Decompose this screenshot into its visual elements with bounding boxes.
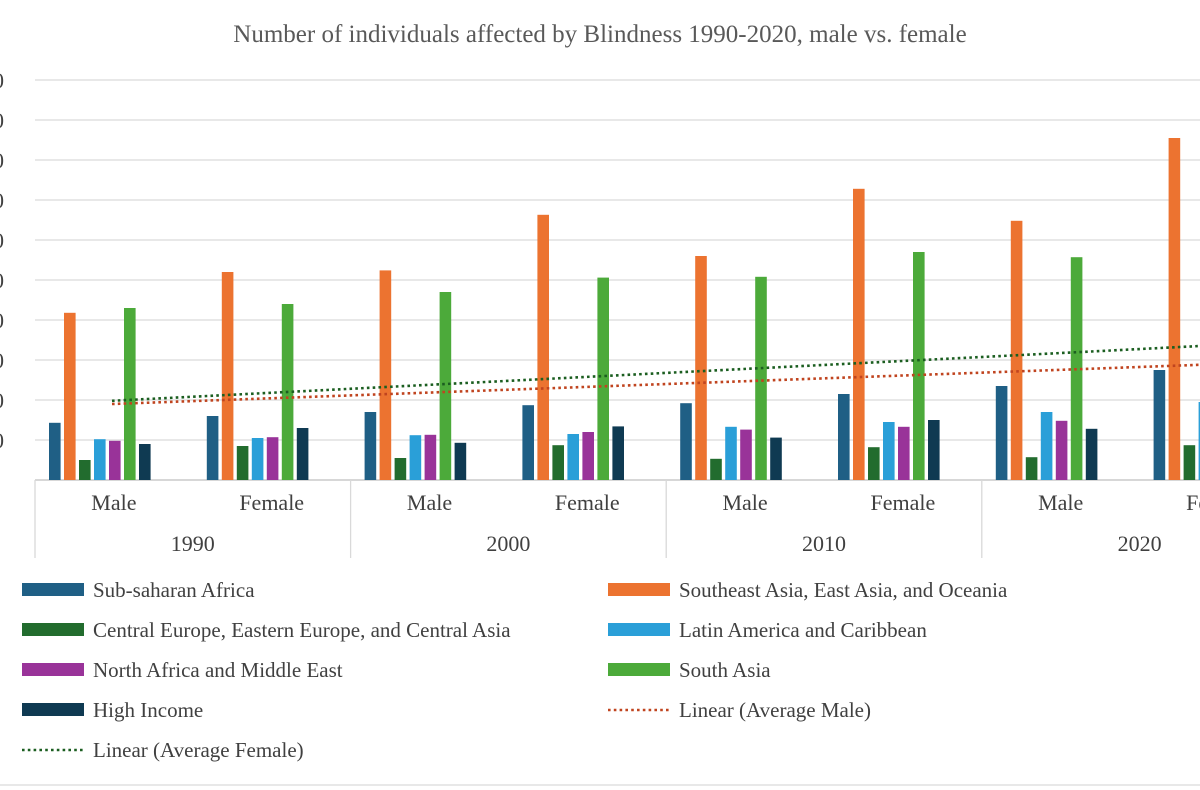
bar bbox=[725, 426, 737, 480]
group-label: 2010 bbox=[802, 531, 846, 556]
bar bbox=[424, 434, 437, 480]
bar bbox=[64, 312, 76, 480]
group-label: 2000 bbox=[486, 531, 530, 556]
bar bbox=[266, 437, 279, 480]
bar bbox=[868, 447, 880, 480]
bar bbox=[522, 405, 534, 480]
bar bbox=[853, 188, 865, 481]
bar bbox=[1168, 138, 1181, 480]
y-tick-label: 0 bbox=[0, 188, 4, 213]
bar bbox=[928, 420, 940, 480]
trendlines bbox=[111, 344, 1200, 406]
bar bbox=[139, 444, 151, 480]
bar bbox=[296, 428, 309, 480]
x-axis: Male Female Male Female Male Female Male Female… bbox=[34, 480, 1200, 558]
chart-title: Number of individuals affected by Blindn… bbox=[233, 21, 966, 48]
bar bbox=[537, 214, 549, 481]
y-tick-label: 0 bbox=[0, 148, 4, 173]
bar bbox=[124, 308, 136, 480]
trendline bbox=[111, 344, 1200, 403]
bar bbox=[898, 426, 910, 480]
group-label: 2020 bbox=[1118, 531, 1162, 556]
legend-swatch bbox=[608, 583, 670, 596]
bar bbox=[206, 416, 219, 480]
y-tick-label: 0 bbox=[0, 68, 4, 93]
y-tick-label: 0 bbox=[0, 228, 4, 253]
bars bbox=[49, 138, 1200, 481]
bar bbox=[710, 458, 722, 480]
y-axis-tick-labels: 0 0 0 0 0 0 0 0 0 0 bbox=[0, 68, 4, 453]
bar bbox=[913, 252, 925, 480]
category-label: Male bbox=[722, 490, 767, 515]
bar bbox=[680, 403, 692, 480]
bar bbox=[755, 276, 767, 480]
bar bbox=[838, 394, 850, 480]
legend-swatch bbox=[608, 623, 670, 636]
bar bbox=[1153, 370, 1166, 480]
legend-label: Linear (Average Male) bbox=[679, 698, 871, 722]
bar bbox=[582, 432, 594, 480]
bar bbox=[79, 460, 91, 480]
legend-swatch bbox=[608, 663, 670, 676]
bar bbox=[221, 272, 234, 480]
legend-swatch bbox=[22, 703, 84, 716]
legend-label: Central Europe, Eastern Europe, and Cent… bbox=[93, 618, 511, 642]
category-label: Male bbox=[91, 490, 136, 515]
bar bbox=[740, 429, 752, 480]
y-tick-label: 0 bbox=[0, 428, 4, 453]
legend-label: Sub-saharan Africa bbox=[93, 578, 255, 602]
bar bbox=[364, 412, 377, 480]
bar bbox=[379, 270, 392, 480]
bar bbox=[552, 445, 564, 480]
bar bbox=[995, 386, 1008, 480]
bar bbox=[1010, 220, 1023, 481]
y-tick-label: 0 bbox=[0, 268, 4, 293]
bar bbox=[1183, 445, 1196, 480]
y-tick-label: 0 bbox=[0, 348, 4, 373]
legend: Sub-saharan Africa Southeast Asia, East A… bbox=[0, 578, 1200, 786]
bar bbox=[94, 439, 106, 480]
category-label: Male bbox=[407, 490, 452, 515]
legend-swatch bbox=[22, 663, 84, 676]
y-tick-label: 0 bbox=[0, 308, 4, 333]
bar bbox=[1055, 420, 1068, 480]
bar bbox=[236, 446, 249, 480]
bar bbox=[612, 426, 624, 480]
group-label: 1990 bbox=[171, 531, 215, 556]
legend-label: South Asia bbox=[679, 658, 771, 682]
bar bbox=[439, 292, 452, 480]
legend-swatch bbox=[22, 623, 84, 636]
bar bbox=[567, 434, 579, 480]
bar bbox=[394, 458, 407, 480]
bar bbox=[49, 422, 61, 480]
bar bbox=[109, 440, 121, 480]
bar bbox=[597, 277, 609, 480]
bar bbox=[695, 256, 707, 480]
category-label: Female bbox=[239, 490, 304, 515]
bar bbox=[770, 437, 782, 480]
bar bbox=[1025, 457, 1038, 480]
category-label: Female bbox=[871, 490, 936, 515]
bar bbox=[251, 438, 264, 480]
bar bbox=[454, 442, 467, 480]
legend-label: North Africa and Middle East bbox=[93, 658, 343, 682]
bar bbox=[1085, 428, 1098, 480]
legend-label: High Income bbox=[93, 698, 203, 722]
bar bbox=[1040, 412, 1053, 480]
y-tick-label: 0 bbox=[0, 388, 4, 413]
legend-label: Southeast Asia, East Asia, and Oceania bbox=[679, 578, 1008, 602]
trendline bbox=[111, 363, 1200, 406]
category-label: Female bbox=[555, 490, 620, 515]
legend-label: Latin America and Caribbean bbox=[679, 618, 927, 642]
bar bbox=[883, 422, 895, 480]
bar bbox=[1198, 402, 1200, 480]
bar bbox=[409, 435, 422, 480]
legend-label: Linear (Average Female) bbox=[93, 738, 304, 762]
category-label: Female bbox=[1186, 490, 1200, 515]
category-label: Male bbox=[1038, 490, 1083, 515]
y-tick-label: 0 bbox=[0, 108, 4, 133]
legend-swatch bbox=[22, 583, 84, 596]
